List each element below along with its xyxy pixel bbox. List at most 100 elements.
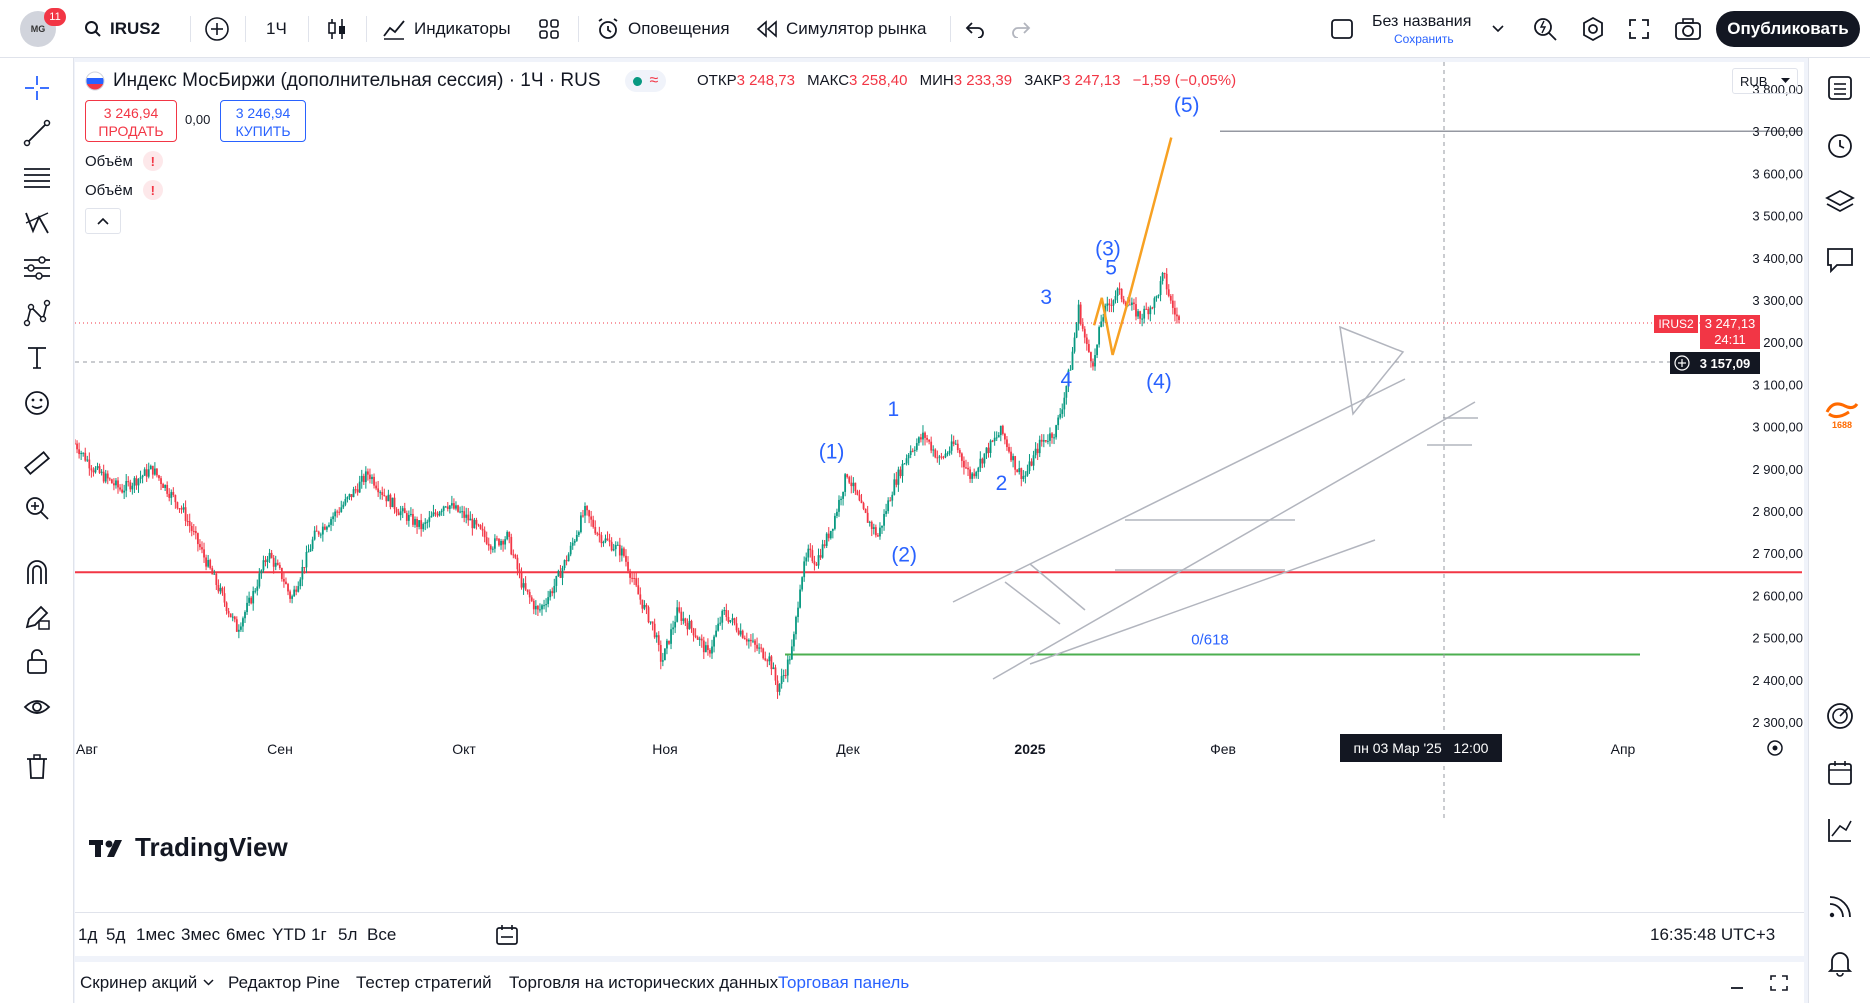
candle-body	[248, 597, 251, 603]
lock-tool[interactable]	[20, 645, 54, 679]
alerts-button[interactable]: Оповещения	[596, 0, 730, 58]
quick-search-button[interactable]	[1532, 0, 1558, 58]
maximize-panel-button[interactable]	[1769, 962, 1789, 1003]
timezone-clock[interactable]: 16:35:48 UTC+3	[1650, 913, 1775, 957]
hide-tool[interactable]	[20, 690, 54, 724]
measure-tool[interactable]	[20, 446, 54, 480]
text-tool[interactable]	[20, 341, 54, 375]
tradingview-logo[interactable]: TradingView	[89, 832, 288, 863]
tab-trading-panel[interactable]: Торговая панель	[778, 962, 909, 1003]
wave-label[interactable]: (5)	[1174, 94, 1200, 117]
pattern-tool[interactable]	[20, 206, 54, 240]
timeframe-9[interactable]: Все	[367, 913, 396, 957]
tab-strategy-tester[interactable]: Тестер стратегий	[356, 962, 492, 1003]
flag-upper-line[interactable]	[1029, 563, 1086, 611]
publish-button[interactable]: Опубликовать	[1716, 11, 1860, 47]
replay-button[interactable]: Симулятор рынка	[756, 0, 926, 58]
wave-label[interactable]: 4	[1060, 369, 1072, 392]
templates-button[interactable]	[538, 0, 560, 58]
fullscreen-button[interactable]	[1628, 0, 1650, 58]
wave-label[interactable]: (2)	[891, 544, 917, 567]
streams-button[interactable]	[1823, 890, 1857, 924]
candle-body	[356, 489, 359, 493]
timeframe-8[interactable]: 5л	[338, 913, 357, 957]
add-alert-plus-icon[interactable]	[1674, 355, 1690, 371]
settings-button[interactable]	[1580, 0, 1606, 58]
elliott-projection-path[interactable]	[1092, 137, 1173, 356]
wave-label[interactable]: 1	[888, 398, 900, 421]
emoji-tool[interactable]	[20, 386, 54, 420]
wave-label[interactable]: (3)	[1095, 238, 1121, 261]
notifications-button[interactable]	[1823, 946, 1857, 980]
object-tree-button[interactable]	[1823, 185, 1857, 219]
wave-label[interactable]: (4)	[1146, 371, 1172, 394]
snapshot-button[interactable]	[1674, 0, 1702, 58]
chat-button[interactable]	[1823, 242, 1857, 276]
redo-button[interactable]	[1010, 0, 1032, 58]
sell-button[interactable]: 3 246,94 ПРОДАТЬ	[85, 100, 177, 142]
wave-channel-upper[interactable]	[1029, 539, 1376, 665]
date-range-button[interactable]	[495, 913, 519, 957]
channel-lower-line[interactable]	[992, 401, 1476, 680]
indicators-button[interactable]: Индикаторы	[382, 0, 511, 58]
alerts-panel-button[interactable]	[1823, 128, 1857, 162]
candle-body	[240, 626, 242, 630]
tab-replay-trading[interactable]: Торговля на исторических данных	[509, 962, 778, 1003]
interval-button[interactable]: 1Ч	[266, 0, 287, 58]
tab-pine-editor[interactable]: Редактор Pine	[228, 962, 340, 1003]
crosshair-price-value: 3 157,09	[1700, 356, 1751, 371]
watchlist-button[interactable]	[1823, 71, 1857, 105]
draw-mode-tool[interactable]	[20, 600, 54, 634]
chart-pane[interactable]: 0/618 (1) (2) (3) 5 (4) (5) 1 2 3 4 3 800,00 3 700…	[75, 62, 1804, 912]
timeframe-6[interactable]: YTD	[272, 913, 306, 957]
channel-upper-line[interactable]	[952, 378, 1406, 603]
wave-label[interactable]: 3	[1040, 286, 1052, 309]
wave-label[interactable]: (1)	[819, 440, 845, 463]
timeframe-4[interactable]: 3мес	[181, 913, 220, 957]
candle-body	[1130, 302, 1133, 305]
timeframe-5[interactable]: 6мес	[226, 913, 265, 957]
tab-stock-screener[interactable]: Скринер акций	[80, 962, 214, 1003]
remove-tool[interactable]	[20, 750, 54, 784]
warning-icon[interactable]: !	[142, 151, 163, 171]
compare-add-button[interactable]	[204, 0, 230, 58]
wave-label[interactable]: 2	[996, 472, 1008, 495]
undo-button[interactable]	[964, 0, 986, 58]
layout-name-button[interactable]: Без названия Сохранить	[1372, 0, 1471, 58]
volume-indicator-2[interactable]: Объём !	[85, 180, 163, 200]
broker-1688-button[interactable]: 1688	[1817, 396, 1863, 430]
candle-body	[125, 481, 128, 491]
ideas-button[interactable]	[1823, 813, 1857, 847]
zoom-tool[interactable]	[20, 491, 54, 525]
forecast-tool[interactable]	[20, 251, 54, 285]
brush-tool[interactable]	[20, 296, 54, 330]
warning-icon[interactable]: !	[142, 180, 163, 200]
crosshair-tool[interactable]	[20, 71, 54, 105]
flag-lower-line[interactable]	[1004, 581, 1061, 625]
volume-indicator-1[interactable]: Объём !	[85, 151, 163, 171]
minimize-panel-button[interactable]	[1729, 962, 1745, 1003]
timeframe-3[interactable]: 1мес	[136, 913, 175, 957]
chart-type-button[interactable]	[326, 0, 348, 58]
timescale-settings[interactable]	[1767, 740, 1783, 756]
triangle-pattern[interactable]	[1339, 325, 1405, 416]
buy-button[interactable]: 3 246,94 КУПИТЬ	[220, 100, 306, 142]
symbol-search[interactable]: IRUS2	[84, 0, 160, 58]
calendar-button[interactable]	[1823, 756, 1857, 790]
fib-tool[interactable]	[20, 161, 54, 195]
trend-line-tool[interactable]	[20, 116, 54, 150]
timeframe-7[interactable]: 1г	[311, 913, 327, 957]
magnet-tool[interactable]	[20, 555, 54, 589]
target-button[interactable]	[1823, 699, 1857, 733]
timeframe-1[interactable]: 1д	[78, 913, 97, 957]
calendar-range-icon	[496, 925, 518, 945]
collapse-legend-button[interactable]	[85, 208, 121, 234]
symbol-legend[interactable]: Индекс МосБиржи (дополнительная сессия) …	[85, 70, 667, 92]
layout-dropdown[interactable]	[1492, 0, 1504, 58]
timeframe-2[interactable]: 5д	[106, 913, 125, 957]
wave-label[interactable]: 5	[1105, 257, 1117, 280]
layout-toggle[interactable]	[1330, 0, 1354, 58]
currency-select[interactable]: RUB	[1732, 68, 1798, 94]
candle-body	[692, 628, 695, 636]
